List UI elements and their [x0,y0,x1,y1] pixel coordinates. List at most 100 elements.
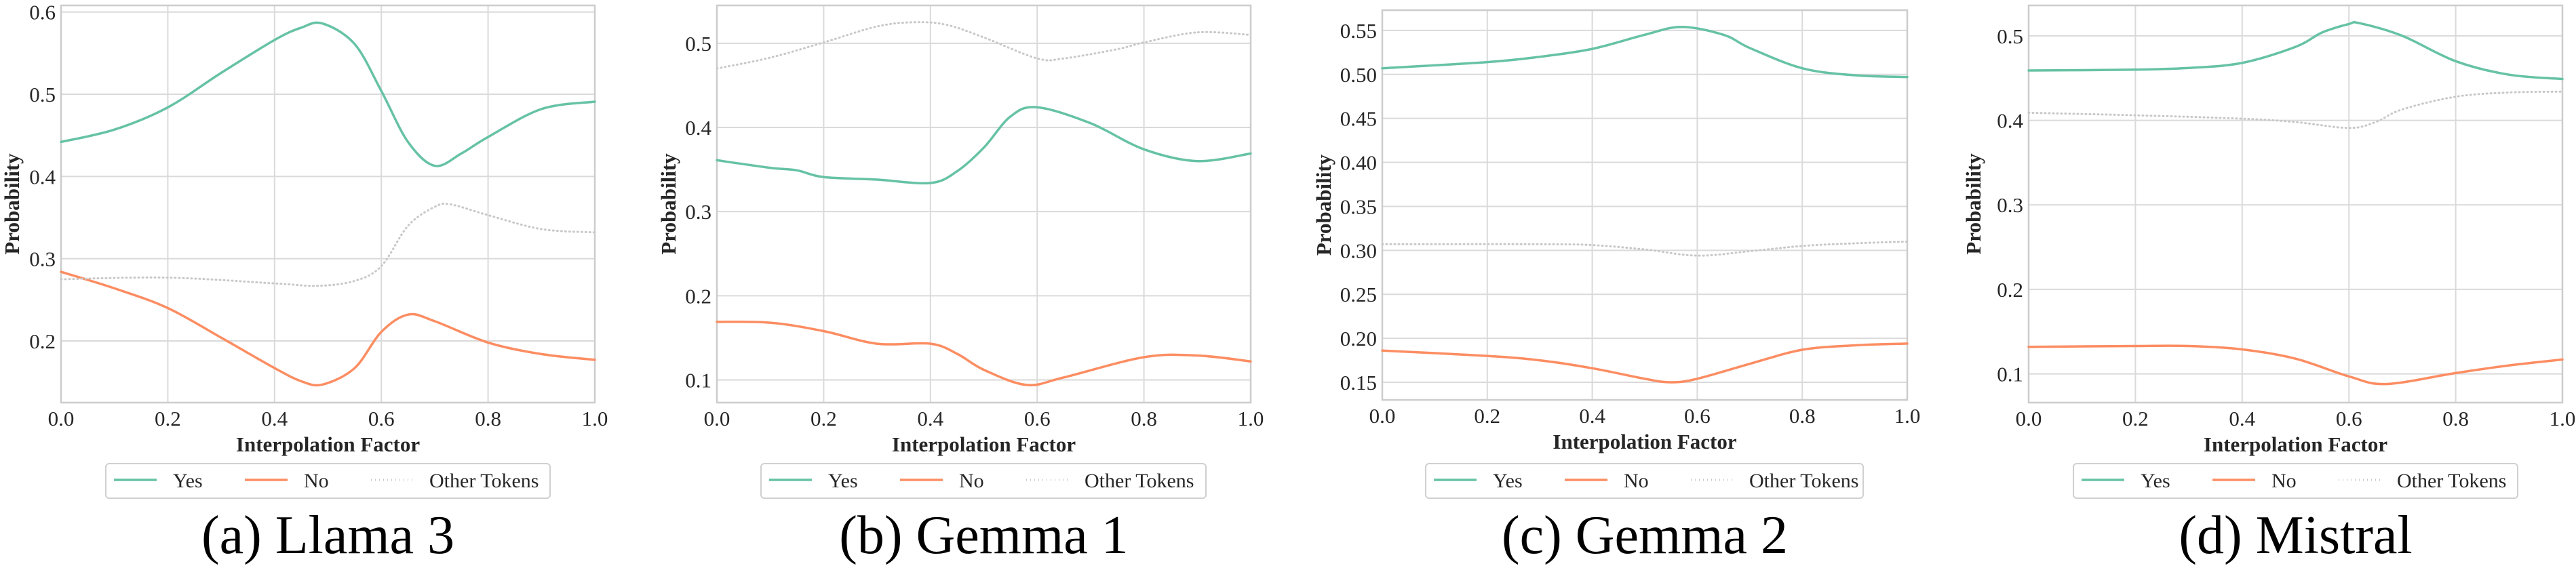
y-tick-label: 0.4 [685,116,711,140]
x-tick-label: 0.6 [1024,407,1051,430]
legend-label: No [2271,470,2297,492]
legend-label: Yes [173,470,203,492]
y-tick-label: 0.35 [1340,195,1377,218]
subplot-2: 0.0 0.2 0.4 0.6 0.8 1.0 0.1 0.2 0.3 0.4 0.5 Interpo… [657,4,1264,565]
legend-label: No [304,470,329,492]
x-tick-label: 0.8 [2442,407,2469,430]
y-tick-label: 0.50 [1340,63,1377,87]
legend-label: Other Tokens [1749,470,1858,492]
axes-frame [60,4,596,404]
series-line-yes [60,21,596,167]
y-tick-label: 0.20 [1340,327,1377,350]
series-line-no [716,320,1252,386]
y-tick-label: 0.25 [1340,283,1377,306]
subplot-1: 0.0 0.2 0.4 0.6 0.8 1.00.20.30.40.50.6Interpo… [0,1,608,565]
axes-frame [716,4,1252,404]
series-line-other-tokens [2027,90,2564,129]
y-tick-label: 0.3 [685,200,711,224]
x-tick-label: 0.2 [2122,407,2149,430]
y-tick-label: 0.6 [29,1,56,24]
x-axis-label: Interpolation Factor [2204,432,2387,456]
x-axis-label: Interpolation Factor [1553,430,1736,453]
axes-frame [1381,9,1909,401]
x-tick-label: 1.0 [1894,404,1921,428]
legend-label: Yes [2141,470,2170,492]
y-tick-label: 0.5 [29,83,56,106]
y-tick-label: 0.30 [1340,239,1377,262]
y-tick-label: 0.4 [29,165,56,188]
legend-label: No [1624,470,1649,492]
x-axis-label: Interpolation Factor [236,432,420,456]
series-line-other-tokens [716,21,1252,70]
x-tick-label: 0.8 [475,407,501,430]
series-line-yes [716,106,1252,185]
y-axis-label: Probability [1312,154,1335,256]
legend-label: No [959,470,984,492]
x-tick-label: 0.0 [704,407,730,430]
x-tick-label: 0.2 [155,407,181,430]
series-line-other-tokens [60,202,596,287]
x-axis-label: Interpolation Factor [892,432,1076,456]
y-axis-label: Probability [657,153,680,255]
x-tick-label: 0.6 [1684,404,1711,428]
subplot-caption: (c) Gemma 2 [1502,506,1788,565]
x-tick-label: 0.4 [917,407,943,430]
legend-label: Other Tokens [429,470,539,492]
legend: Yes No Other Tokens [1425,463,1864,499]
y-tick-label: 0.2 [29,329,56,353]
subplot-4: 0.0 0.2 0.4 0.6 0.8 1.0 0.1 0.2 0.3 0.4 0.5 Interpo… [1962,4,2576,565]
y-tick-label: 0.55 [1340,19,1377,43]
x-tick-label: 0.2 [1474,404,1500,428]
y-tick-label: 0.3 [1997,193,2023,217]
x-tick-label: 1.0 [1238,407,1264,430]
series-line-no [1381,342,1909,384]
y-tick-label: 0.45 [1340,107,1377,131]
legend-box [2073,463,2518,499]
x-tick-label: 1.0 [2550,407,2576,430]
y-tick-label: 0.40 [1340,151,1377,175]
series-line-yes [1381,25,1909,79]
x-tick-label: 0.2 [811,407,837,430]
legend: Yes No Other Tokens [2073,463,2518,499]
legend-box [105,463,551,499]
legend: Yes No Other Tokens [760,463,1207,499]
x-tick-label: 0.8 [1131,407,1157,430]
x-tick-label: 0.8 [1789,404,1816,428]
y-tick-label: 0.4 [1997,109,2023,133]
x-tick-label: 0.6 [2336,407,2362,430]
y-tick-label: 0.3 [29,247,56,271]
legend-label: Yes [828,470,858,492]
y-tick-label: 0.2 [1997,278,2023,302]
y-axis-label: Probability [0,153,24,255]
subplot-caption: (d) Mistral [2179,506,2412,565]
y-tick-label: 0.5 [685,32,711,56]
legend-box [1425,463,1864,499]
legend-box [760,463,1207,499]
legend-label: Other Tokens [2397,470,2506,492]
x-tick-label: 0.4 [261,407,288,430]
axes-frame [2027,4,2564,404]
x-tick-label: 1.0 [582,407,608,430]
y-tick-label: 0.5 [1997,24,2023,48]
subplot-caption: (b) Gemma 1 [839,506,1129,565]
x-tick-label: 0.4 [2229,407,2255,430]
legend: Yes No Other Tokens [105,463,551,499]
x-tick-label: 0.0 [2016,407,2042,430]
x-tick-label: 0.4 [1579,404,1605,428]
y-tick-label: 0.15 [1340,371,1377,394]
legend-label: Other Tokens [1085,470,1194,492]
subplot-caption: (a) Llama 3 [201,506,454,565]
series-line-other-tokens [1381,240,1909,257]
y-tick-label: 0.1 [685,368,711,392]
series-line-no [2027,344,2564,386]
y-tick-label: 0.2 [685,284,711,308]
series-line-no [60,270,596,387]
legend-label: Yes [1493,470,1523,492]
series-line-yes [2027,20,2564,81]
x-tick-label: 0.0 [1369,404,1396,428]
x-tick-label: 0.0 [48,407,75,430]
x-tick-label: 0.6 [368,407,395,430]
subplot-3: 0.0 0.2 0.4 0.6 0.8 1.0 0.15 0.20 0.25 0.30 0.35 0.… [1312,9,1921,565]
y-tick-label: 0.1 [1997,363,2023,386]
